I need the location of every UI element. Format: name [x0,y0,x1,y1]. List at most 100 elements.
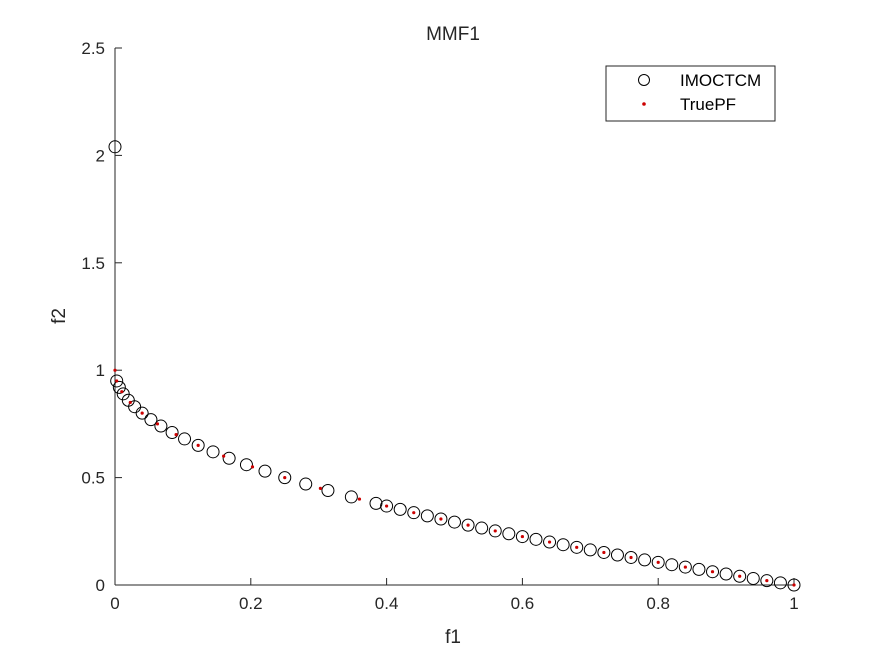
imoctcm-point [299,477,313,491]
series-imoctcm [108,140,801,592]
imoctcm-point [556,538,570,552]
imoctcm-point [692,562,706,576]
imoctcm-point [278,471,292,485]
truepf-point [250,465,255,469]
imoctcm-point [128,400,142,414]
imoctcm-point [678,560,692,574]
x-tick-label: 0.8 [646,594,670,613]
legend-box [605,65,776,122]
truepf-point [115,379,119,383]
truepf-point [792,583,796,587]
imoctcm-point [787,578,801,592]
imoctcm-point [178,432,192,446]
data-series [108,140,801,592]
imoctcm-point [380,499,394,513]
x-tick-label: 0.2 [239,594,263,613]
imoctcm-point [529,532,543,546]
truepf-point [357,497,362,501]
truepf-point [466,523,470,527]
imoctcm-point [191,438,205,452]
imoctcm-point [624,550,638,564]
truepf-point [155,422,160,426]
legend-dot-marker [642,102,646,106]
truepf-point [738,574,742,578]
y-tick-label: 2 [96,146,105,165]
imoctcm-point [108,140,122,154]
y-tick-label: 1 [96,361,105,380]
truepf-point [547,540,552,544]
truepf-point [439,517,443,521]
imoctcm-point [638,553,652,567]
imoctcm-point [610,548,624,562]
imoctcm-point [583,543,597,557]
imoctcm-point [651,555,665,569]
truepf-point [196,443,200,447]
imoctcm-point [665,558,679,572]
imoctcm-point [434,512,448,526]
imoctcm-point [135,406,149,420]
imoctcm-point [344,490,358,504]
imoctcm-point [475,521,489,535]
imoctcm-point [165,425,179,439]
imoctcm-point [733,569,747,583]
x-axis-label: f1 [445,627,461,648]
axis-ticks: 0 0.2 0.4 0.6 0.8 1 0 0.5 1 1.5 2 2.5 [81,39,798,613]
imoctcm-point [239,458,253,472]
legend-circle-marker [638,74,650,86]
imoctcm-point [543,535,557,549]
series-truepf [113,368,796,587]
y-tick-label: 0 [96,576,105,595]
imoctcm-point [746,571,760,585]
legend-entry-truepf: TruePF [680,95,736,114]
x-tick-label: 0 [110,594,119,613]
truepf-point [520,534,525,539]
truepf-point [412,511,416,515]
imoctcm-point [597,545,611,559]
y-tick-label: 0.5 [81,469,105,488]
imoctcm-point [112,380,126,394]
x-tick-label: 1 [789,594,798,613]
imoctcm-point [773,576,787,590]
imoctcm-point [393,502,407,516]
truepf-point [318,486,322,490]
imoctcm-point [461,518,475,532]
truepf-point [765,579,769,583]
y-tick-label: 1.5 [81,254,105,273]
truepf-point [575,545,579,549]
truepf-point [128,400,132,405]
truepf-point [283,476,287,480]
imoctcm-point [154,419,168,433]
imoctcm-point [448,515,461,529]
imoctcm-point [515,530,529,544]
imoctcm-point [719,567,733,581]
y-tick-label: 2.5 [81,39,105,58]
truepf-point [113,368,117,372]
axes [114,48,794,586]
legend-entry-imoctcm: IMOCTCM [680,71,761,90]
imoctcm-point [116,387,130,401]
x-tick-label: 0.4 [375,594,399,613]
x-tick-label: 0.6 [511,594,535,613]
truepf-point [683,565,687,569]
truepf-point [710,570,715,574]
truepf-point [222,454,226,458]
imoctcm-point [570,540,584,554]
imoctcm-point [206,445,220,459]
truepf-point [493,529,497,533]
imoctcm-point [144,413,158,427]
y-axis-label: f2 [49,308,70,324]
truepf-point [656,560,660,564]
imoctcm-point [488,524,502,538]
truepf-point [629,555,633,560]
truepf-point [140,411,144,415]
chart-title: MMF1 [426,24,480,45]
imoctcm-point [420,509,434,523]
imoctcm-point [222,451,236,465]
imoctcm-point [258,464,272,478]
imoctcm-point [706,565,720,579]
imoctcm-point [321,483,335,497]
imoctcm-point [110,374,124,388]
truepf-point [120,390,124,394]
